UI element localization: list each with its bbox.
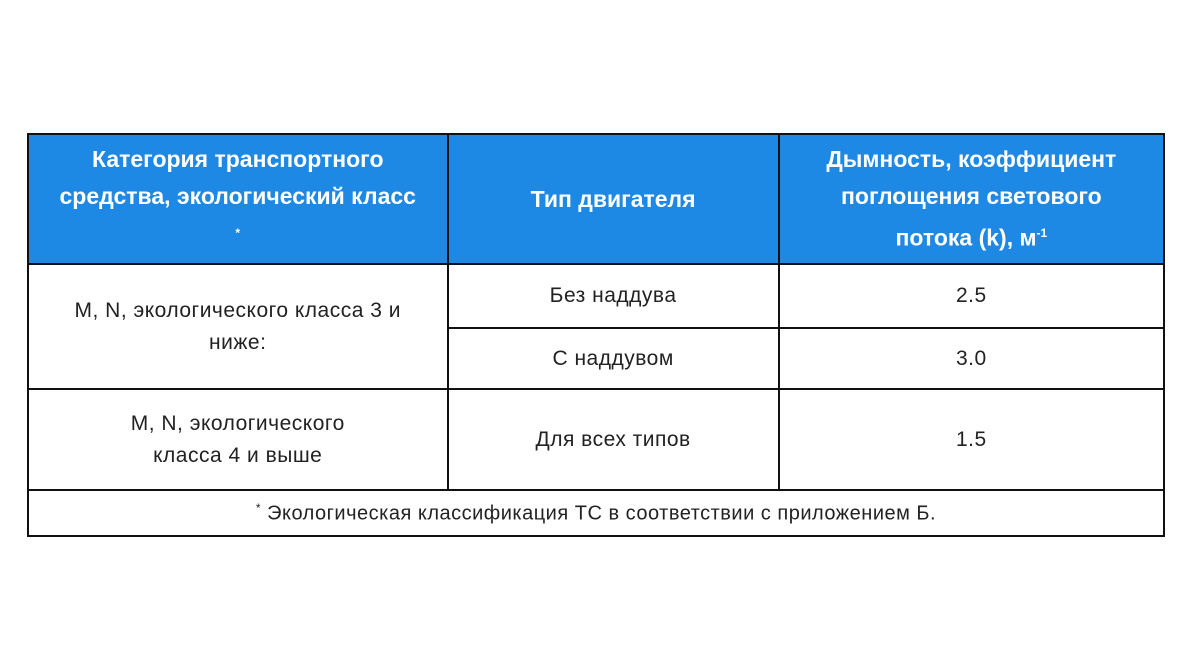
header-engine-type: Тип двигателя [446, 133, 780, 265]
footnote: * Экологическая классификация ТС в соотв… [27, 489, 1165, 537]
engine-cell: Для всех типов [446, 388, 780, 491]
engine-cell: Без наддува [446, 263, 780, 329]
category-cell: M, N, экологического класса 3 и ниже: [27, 263, 449, 390]
unit-exponent: -1 [1036, 226, 1048, 241]
engine-cell: С наддувом [446, 327, 780, 390]
value-cell: 3.0 [777, 327, 1166, 390]
header-row: Категория транспортного средства, эколог… [27, 133, 1166, 265]
footnote-mark: * [235, 226, 241, 241]
header-text: Категория транспортного средства, эколог… [59, 146, 416, 210]
header-text: Дымность, коэффициент поглощения светово… [826, 146, 1117, 251]
header-category: Категория транспортного средства, эколог… [27, 133, 449, 265]
header-text: Тип двигателя [530, 185, 696, 212]
header-smoke-opacity: Дымность, коэффициент поглощения светово… [777, 133, 1166, 265]
table-row: M, N, экологического класса 4 и выше Для… [27, 388, 1166, 491]
category-cell: M, N, экологического класса 4 и выше [27, 388, 449, 491]
footnote-row: * Экологическая классификация ТС в соотв… [27, 489, 1165, 537]
footnote-mark: * [255, 500, 262, 515]
value-cell: 1.5 [777, 388, 1166, 491]
value-cell: 2.5 [777, 263, 1166, 329]
table-row: С наддувом 3.0 [28, 327, 1166, 390]
smoke-opacity-table: Категория транспортного средства, эколог… [27, 133, 1166, 537]
table-row: M, N, экологического класса 3 и ниже: Бе… [27, 263, 1166, 390]
footnote-text: Экологическая классификация ТС в соответ… [261, 502, 937, 525]
